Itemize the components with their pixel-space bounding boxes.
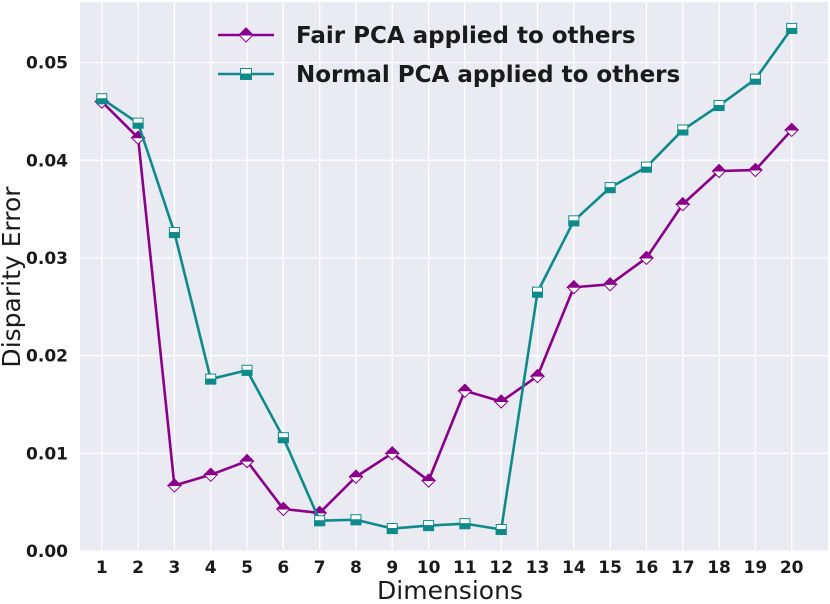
data-point xyxy=(495,524,507,536)
legend-item: Fair PCA applied to others xyxy=(218,23,636,49)
data-point xyxy=(459,518,471,530)
data-point xyxy=(568,215,580,227)
data-point xyxy=(277,432,289,444)
data-point xyxy=(493,394,509,409)
x-tick-label: 3 xyxy=(168,558,180,578)
x-tick-label: 4 xyxy=(205,558,217,578)
x-tick-label: 8 xyxy=(350,558,362,578)
y-axis-label: Disparity Error xyxy=(0,186,26,368)
x-tick-label: 19 xyxy=(744,558,768,578)
data-point xyxy=(420,473,437,488)
data-point xyxy=(350,514,362,526)
data-point xyxy=(529,368,546,384)
data-point xyxy=(713,100,725,112)
data-point xyxy=(566,280,582,295)
data-point xyxy=(205,373,217,385)
series-1 xyxy=(94,94,800,521)
data-point xyxy=(96,93,108,105)
data-point xyxy=(203,467,219,483)
y-tick-label: 0.03 xyxy=(26,249,68,269)
x-tick-label: 13 xyxy=(526,558,550,578)
y-tick-labels: 0.00 0.01 0.02 0.03 0.04 0.05 xyxy=(26,54,68,562)
plot-background xyxy=(80,2,828,551)
data-point xyxy=(749,73,761,85)
x-tick-label: 5 xyxy=(241,558,253,578)
x-tick-label: 11 xyxy=(453,558,477,578)
x-axis-label: Dimensions xyxy=(377,576,523,604)
data-point xyxy=(314,515,326,527)
data-point xyxy=(168,227,180,239)
data-point xyxy=(423,520,435,532)
x-tick-label: 16 xyxy=(635,558,659,578)
data-point xyxy=(166,478,183,493)
data-point xyxy=(747,162,764,178)
x-tick-label: 10 xyxy=(417,558,441,578)
x-tick-label: 2 xyxy=(132,558,144,578)
data-point xyxy=(783,122,800,138)
legend-label: Normal PCA applied to others xyxy=(296,62,680,88)
data-point xyxy=(241,364,253,376)
series-line xyxy=(100,100,793,515)
legend: Fair PCA applied to others Normal PCA app… xyxy=(218,23,680,88)
data-point xyxy=(677,124,689,136)
x-tick-label: 14 xyxy=(562,558,586,578)
data-point xyxy=(275,501,292,517)
x-tick-label: 7 xyxy=(314,558,326,578)
data-point xyxy=(457,383,473,399)
data-point xyxy=(348,469,364,484)
data-point xyxy=(604,182,616,194)
data-point xyxy=(675,197,691,212)
data-point xyxy=(711,163,727,179)
data-point xyxy=(132,117,144,129)
data-point xyxy=(786,22,798,34)
legend-item: Normal PCA applied to others xyxy=(218,62,680,88)
y-tick-label: 0.00 xyxy=(26,542,68,562)
x-tick-label: 17 xyxy=(671,558,695,578)
x-tick-label: 1 xyxy=(96,558,108,578)
y-tick-label: 0.01 xyxy=(26,444,68,464)
data-point xyxy=(532,286,544,298)
y-tick-label: 0.02 xyxy=(26,347,68,367)
y-tick-label: 0.05 xyxy=(26,54,68,74)
x-tick-labels: 1 2 3 4 5 6 7 8 9 10 11 12 13 14 15 16 17 18 19 20 xyxy=(96,558,804,578)
x-tick-label: 15 xyxy=(598,558,622,578)
legend-label: Fair PCA applied to others xyxy=(296,23,636,49)
x-tick-label: 20 xyxy=(780,558,804,578)
x-tick-label: 9 xyxy=(386,558,398,578)
y-tick-label: 0.04 xyxy=(26,151,68,171)
series-line xyxy=(101,27,793,531)
legend-marker xyxy=(237,27,255,43)
x-tick-label: 18 xyxy=(707,558,731,578)
data-point xyxy=(640,161,652,173)
data-point xyxy=(638,250,655,266)
data-point xyxy=(602,277,618,292)
data-point xyxy=(386,523,398,535)
series-2 xyxy=(96,22,798,536)
x-tick-label: 12 xyxy=(489,558,513,578)
series-group xyxy=(94,22,800,536)
legend-marker xyxy=(240,68,252,80)
data-point xyxy=(239,453,255,469)
data-point xyxy=(384,446,400,461)
x-tick-label: 6 xyxy=(277,558,289,578)
